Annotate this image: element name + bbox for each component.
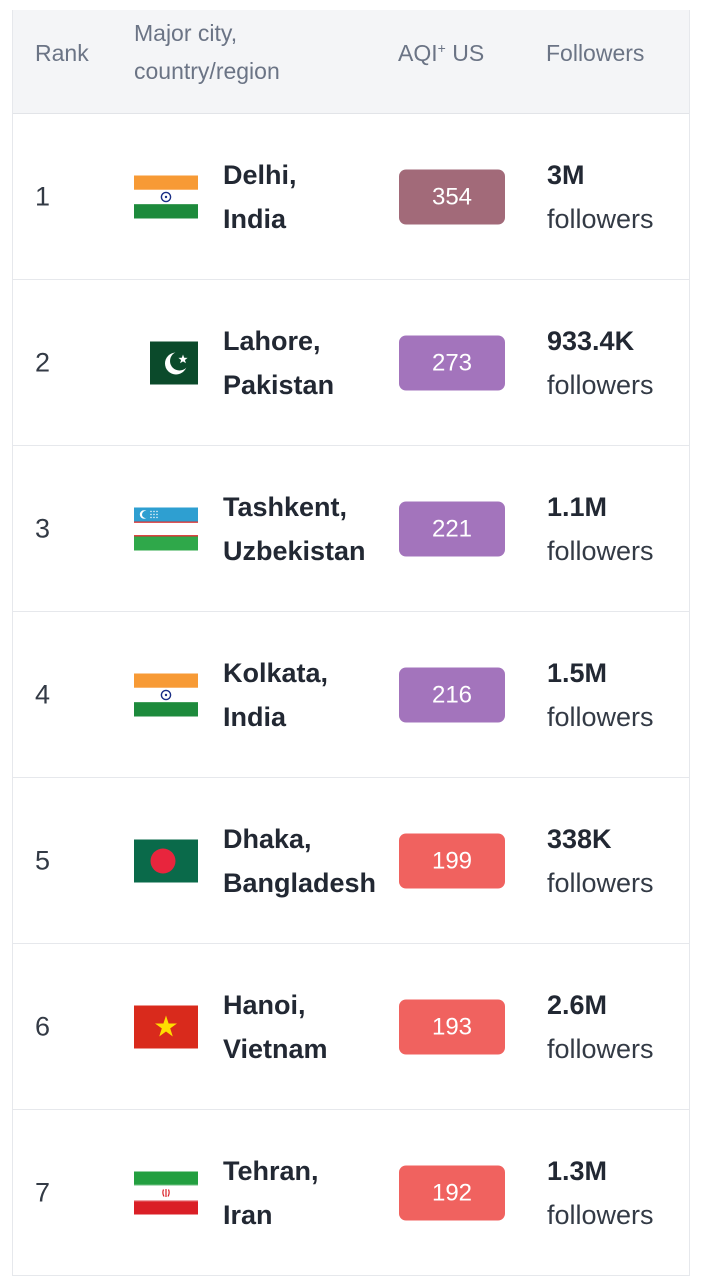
city-cell[interactable]: Hanoi, Vietnam bbox=[223, 983, 328, 1071]
aqi-plus-sup: + bbox=[437, 40, 446, 56]
country-name: Bangladesh bbox=[223, 867, 377, 898]
aqi-badge: 193 bbox=[399, 999, 505, 1054]
aqi-label: AQI bbox=[398, 40, 438, 66]
india-flag-icon bbox=[134, 175, 198, 218]
uzbekistan-flag-icon bbox=[134, 507, 198, 550]
rank-cell: 4 bbox=[35, 679, 51, 709]
followers-count: 933.4K bbox=[547, 325, 635, 356]
column-header-rank[interactable]: Rank bbox=[35, 40, 89, 66]
followers-label: followers bbox=[547, 535, 654, 566]
city-cell[interactable]: Delhi, India bbox=[223, 153, 297, 241]
followers-count: 338K bbox=[547, 823, 612, 854]
table-row[interactable]: 2 Lahore, Pakistan 273 933.4K followers bbox=[13, 280, 689, 446]
column-header-aqi[interactable]: AQI+ US bbox=[398, 34, 484, 72]
city-name: Hanoi, bbox=[223, 989, 306, 1020]
table-row[interactable]: 4 Kolkata, India 216 1.5M followers bbox=[13, 612, 689, 778]
iran-flag-icon bbox=[134, 1171, 198, 1214]
table-row[interactable]: 3 Tashkent, Uzb bbox=[13, 446, 689, 612]
column-header-followers[interactable]: Followers bbox=[546, 40, 645, 66]
city-cell[interactable]: Tashkent, Uzbekistan bbox=[223, 485, 366, 573]
country-name: Iran bbox=[223, 1199, 273, 1230]
city-name: Delhi, bbox=[223, 159, 297, 190]
aqi-ranking-table: Rank Major city, country/region AQI+ US … bbox=[12, 10, 690, 1276]
followers-cell: 933.4K followers bbox=[547, 319, 654, 407]
city-name: Tashkent, bbox=[223, 491, 348, 522]
india-flag-icon bbox=[134, 673, 198, 716]
rank-cell: 5 bbox=[35, 845, 51, 875]
column-header-city-line2: country/region bbox=[134, 58, 280, 84]
aqi-badge: 221 bbox=[399, 501, 505, 556]
followers-label: followers bbox=[547, 1199, 654, 1230]
rank-cell: 3 bbox=[35, 513, 51, 543]
city-cell[interactable]: Kolkata, India bbox=[223, 651, 328, 739]
followers-label: followers bbox=[547, 203, 654, 234]
followers-label: followers bbox=[547, 867, 654, 898]
followers-count: 1.5M bbox=[547, 657, 608, 688]
followers-count: 3M bbox=[547, 159, 585, 190]
followers-cell: 1.1M followers bbox=[547, 485, 654, 573]
rank-cell: 6 bbox=[35, 1011, 51, 1041]
bangladesh-flag-icon bbox=[134, 839, 198, 882]
table-row[interactable]: 5 Dhaka, Bangladesh 199 338K followers bbox=[13, 778, 689, 944]
country-name: Uzbekistan bbox=[223, 535, 366, 566]
aqi-badge: 192 bbox=[399, 1165, 505, 1220]
table-row[interactable]: 1 Delhi, India 354 3M followers bbox=[13, 114, 689, 280]
followers-label: followers bbox=[547, 1033, 654, 1064]
aqi-badge: 199 bbox=[399, 833, 505, 888]
city-cell[interactable]: Lahore, Pakistan bbox=[223, 319, 334, 407]
followers-count: 1.3M bbox=[547, 1155, 608, 1186]
city-name: Lahore, bbox=[223, 325, 321, 356]
country-name: India bbox=[223, 203, 287, 234]
aqi-suffix: US bbox=[445, 40, 485, 66]
aqi-badge: 216 bbox=[399, 667, 505, 722]
aqi-badge: 354 bbox=[399, 169, 505, 224]
table-row[interactable]: 6 Hanoi, Vietnam 193 2.6M followers bbox=[13, 944, 689, 1110]
followers-count: 2.6M bbox=[547, 989, 608, 1020]
followers-label: followers bbox=[547, 369, 654, 400]
followers-cell: 338K followers bbox=[547, 817, 654, 905]
city-cell[interactable]: Tehran, Iran bbox=[223, 1149, 319, 1237]
country-name: Pakistan bbox=[223, 369, 335, 400]
followers-cell: 3M followers bbox=[547, 153, 654, 241]
city-name: Dhaka, bbox=[223, 823, 312, 854]
column-header-city[interactable]: Major city, country/region bbox=[134, 14, 344, 90]
rank-cell: 7 bbox=[35, 1177, 51, 1207]
pakistan-flag-icon bbox=[150, 341, 198, 384]
rank-cell: 2 bbox=[35, 347, 51, 377]
followers-cell: 1.5M followers bbox=[547, 651, 654, 739]
vietnam-flag-icon bbox=[134, 1005, 198, 1048]
followers-count: 1.1M bbox=[547, 491, 608, 522]
table-header: Rank Major city, country/region AQI+ US … bbox=[13, 10, 689, 114]
followers-cell: 1.3M followers bbox=[547, 1149, 654, 1237]
city-name: Kolkata, bbox=[223, 657, 329, 688]
followers-cell: 2.6M followers bbox=[547, 983, 654, 1071]
followers-label: followers bbox=[547, 701, 654, 732]
country-name: Vietnam bbox=[223, 1033, 328, 1064]
rank-cell: 1 bbox=[35, 181, 51, 211]
aqi-badge: 273 bbox=[399, 335, 505, 390]
city-name: Tehran, bbox=[223, 1155, 319, 1186]
table-row[interactable]: 7 Tehran, Iran 192 1.3M followers bbox=[13, 1110, 689, 1276]
column-header-city-line1: Major city, bbox=[134, 20, 238, 46]
city-cell[interactable]: Dhaka, Bangladesh bbox=[223, 817, 376, 905]
country-name: India bbox=[223, 701, 287, 732]
